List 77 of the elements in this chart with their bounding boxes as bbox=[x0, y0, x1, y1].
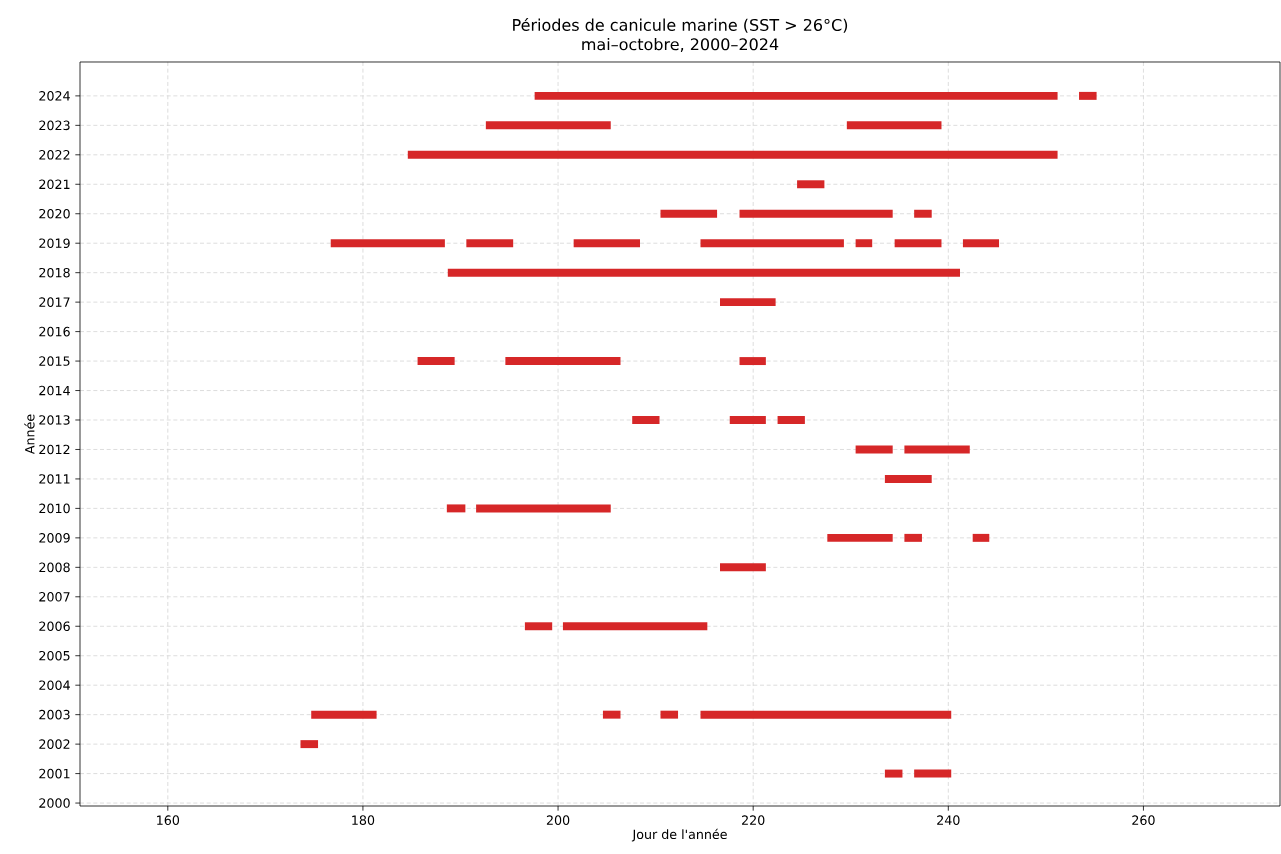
y-axis-title: Année bbox=[24, 414, 35, 455]
y-tick-label: 2015 bbox=[39, 356, 70, 366]
y-tick-label: 2020 bbox=[39, 208, 70, 219]
bar bbox=[407, 150, 1058, 159]
bar bbox=[904, 445, 970, 454]
y-tick-label: 2005 bbox=[39, 650, 70, 661]
x-tick-label: 200 bbox=[546, 815, 570, 825]
y-tick-label: 2002 bbox=[39, 739, 70, 749]
bar bbox=[447, 268, 961, 277]
y-tick-label: 2007 bbox=[39, 592, 70, 602]
bar bbox=[846, 121, 942, 130]
y-tick-label: 2009 bbox=[39, 533, 70, 543]
y-tick-label: 2023 bbox=[39, 120, 70, 131]
bar bbox=[914, 769, 952, 778]
y-tick-label: 2019 bbox=[39, 238, 70, 249]
bar bbox=[739, 209, 893, 218]
bar bbox=[485, 121, 611, 130]
bar bbox=[660, 209, 718, 218]
bar bbox=[1079, 91, 1097, 100]
bar bbox=[524, 622, 553, 631]
y-tick-label: 2024 bbox=[39, 91, 70, 101]
bar bbox=[720, 298, 776, 307]
bar bbox=[894, 239, 942, 248]
y-tick-label: 2022 bbox=[39, 150, 70, 160]
y-tick-label: 2010 bbox=[39, 503, 70, 514]
y-tick-label: 2013 bbox=[39, 415, 70, 425]
bar bbox=[914, 209, 932, 218]
bar bbox=[855, 445, 893, 454]
bar bbox=[700, 239, 844, 248]
bar bbox=[632, 416, 660, 424]
bar bbox=[660, 710, 679, 719]
chart-title: Périodes de canicule marine (SST > 26°C) bbox=[513, 17, 848, 33]
bar bbox=[720, 563, 766, 572]
x-tick-label: 180 bbox=[352, 815, 375, 825]
bar bbox=[562, 622, 708, 631]
bar bbox=[777, 416, 805, 424]
bar bbox=[300, 740, 319, 749]
y-tick-label: 2014 bbox=[39, 385, 70, 396]
bar bbox=[573, 239, 641, 248]
bar bbox=[972, 533, 990, 542]
bar bbox=[602, 710, 621, 719]
bar bbox=[466, 239, 514, 248]
x-tick-label: 220 bbox=[742, 815, 765, 825]
bar bbox=[476, 504, 611, 513]
bar bbox=[884, 769, 903, 778]
bar bbox=[797, 180, 825, 189]
bar bbox=[855, 239, 873, 248]
bar bbox=[311, 710, 377, 719]
bar bbox=[534, 91, 1058, 100]
y-tick-label: 2021 bbox=[39, 179, 70, 190]
y-tick-label: 2012 bbox=[39, 444, 70, 455]
bar bbox=[739, 357, 766, 366]
x-tick-label: 260 bbox=[1132, 815, 1155, 825]
bar bbox=[505, 357, 621, 366]
bar bbox=[904, 533, 922, 542]
y-tick-label: 2017 bbox=[39, 297, 70, 307]
y-tick-label: 2001 bbox=[39, 768, 70, 779]
bar bbox=[700, 710, 952, 719]
y-tick-label: 2004 bbox=[39, 680, 70, 690]
bar bbox=[827, 533, 893, 542]
y-tick-label: 2011 bbox=[39, 474, 70, 484]
x-tick-label: 160 bbox=[157, 815, 180, 825]
y-tick-label: 2008 bbox=[39, 562, 70, 573]
y-tick-label: 2003 bbox=[39, 709, 70, 720]
bar bbox=[729, 416, 766, 424]
bar bbox=[884, 474, 932, 483]
chart-subtitle: mai–octobre, 2000–2024 bbox=[582, 37, 779, 52]
y-tick-label: 2018 bbox=[39, 267, 70, 278]
bar bbox=[417, 357, 455, 366]
y-tick-label: 2016 bbox=[39, 326, 70, 337]
y-tick-label: 2006 bbox=[39, 621, 70, 632]
y-tick-label: 2000 bbox=[39, 798, 70, 808]
bar bbox=[330, 239, 445, 248]
bar bbox=[962, 239, 1000, 248]
x-tick-label: 240 bbox=[937, 815, 960, 825]
bar bbox=[446, 504, 466, 513]
x-axis-title: Jour de l'année bbox=[631, 828, 727, 842]
